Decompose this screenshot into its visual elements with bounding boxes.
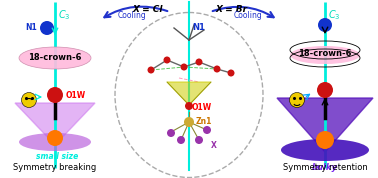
Ellipse shape — [228, 69, 234, 77]
Text: small size: small size — [36, 152, 78, 161]
Text: O1W: O1W — [192, 103, 212, 112]
Text: N1: N1 — [25, 23, 37, 33]
Ellipse shape — [47, 87, 63, 103]
Ellipse shape — [290, 46, 360, 64]
Ellipse shape — [184, 117, 194, 127]
Ellipse shape — [47, 130, 63, 146]
Ellipse shape — [214, 66, 220, 72]
Ellipse shape — [167, 129, 175, 137]
Ellipse shape — [22, 93, 37, 108]
Ellipse shape — [164, 56, 170, 64]
Ellipse shape — [316, 131, 334, 149]
Ellipse shape — [177, 136, 185, 144]
Text: 18-crown-6: 18-crown-6 — [28, 54, 82, 62]
Ellipse shape — [19, 47, 91, 69]
Text: $C_3$: $C_3$ — [328, 8, 341, 22]
Ellipse shape — [185, 102, 193, 110]
Ellipse shape — [203, 126, 211, 134]
Text: Cooling: Cooling — [118, 12, 146, 20]
Text: Cooling: Cooling — [234, 12, 262, 20]
Ellipse shape — [281, 139, 369, 161]
Polygon shape — [167, 82, 211, 105]
Ellipse shape — [181, 64, 187, 70]
Ellipse shape — [318, 18, 332, 32]
Polygon shape — [15, 103, 95, 145]
Text: X = Cl: X = Cl — [133, 5, 163, 14]
Ellipse shape — [195, 59, 203, 66]
Text: X = Br: X = Br — [216, 5, 248, 14]
Text: $C_3$: $C_3$ — [58, 8, 71, 22]
Text: Zn1: Zn1 — [196, 117, 212, 127]
Ellipse shape — [290, 93, 305, 108]
Text: X: X — [211, 140, 217, 150]
Ellipse shape — [40, 21, 54, 35]
Text: N1: N1 — [192, 23, 205, 33]
Ellipse shape — [195, 136, 203, 144]
Text: Symmetry breaking: Symmetry breaking — [13, 163, 97, 172]
Polygon shape — [277, 98, 373, 152]
Text: bulky: bulky — [312, 163, 338, 172]
Text: 18-crown-6: 18-crown-6 — [298, 49, 352, 59]
Text: Symmetry retention: Symmetry retention — [283, 163, 367, 172]
Text: O1W: O1W — [66, 90, 86, 100]
Ellipse shape — [19, 133, 91, 151]
Ellipse shape — [147, 67, 155, 74]
Ellipse shape — [317, 82, 333, 98]
